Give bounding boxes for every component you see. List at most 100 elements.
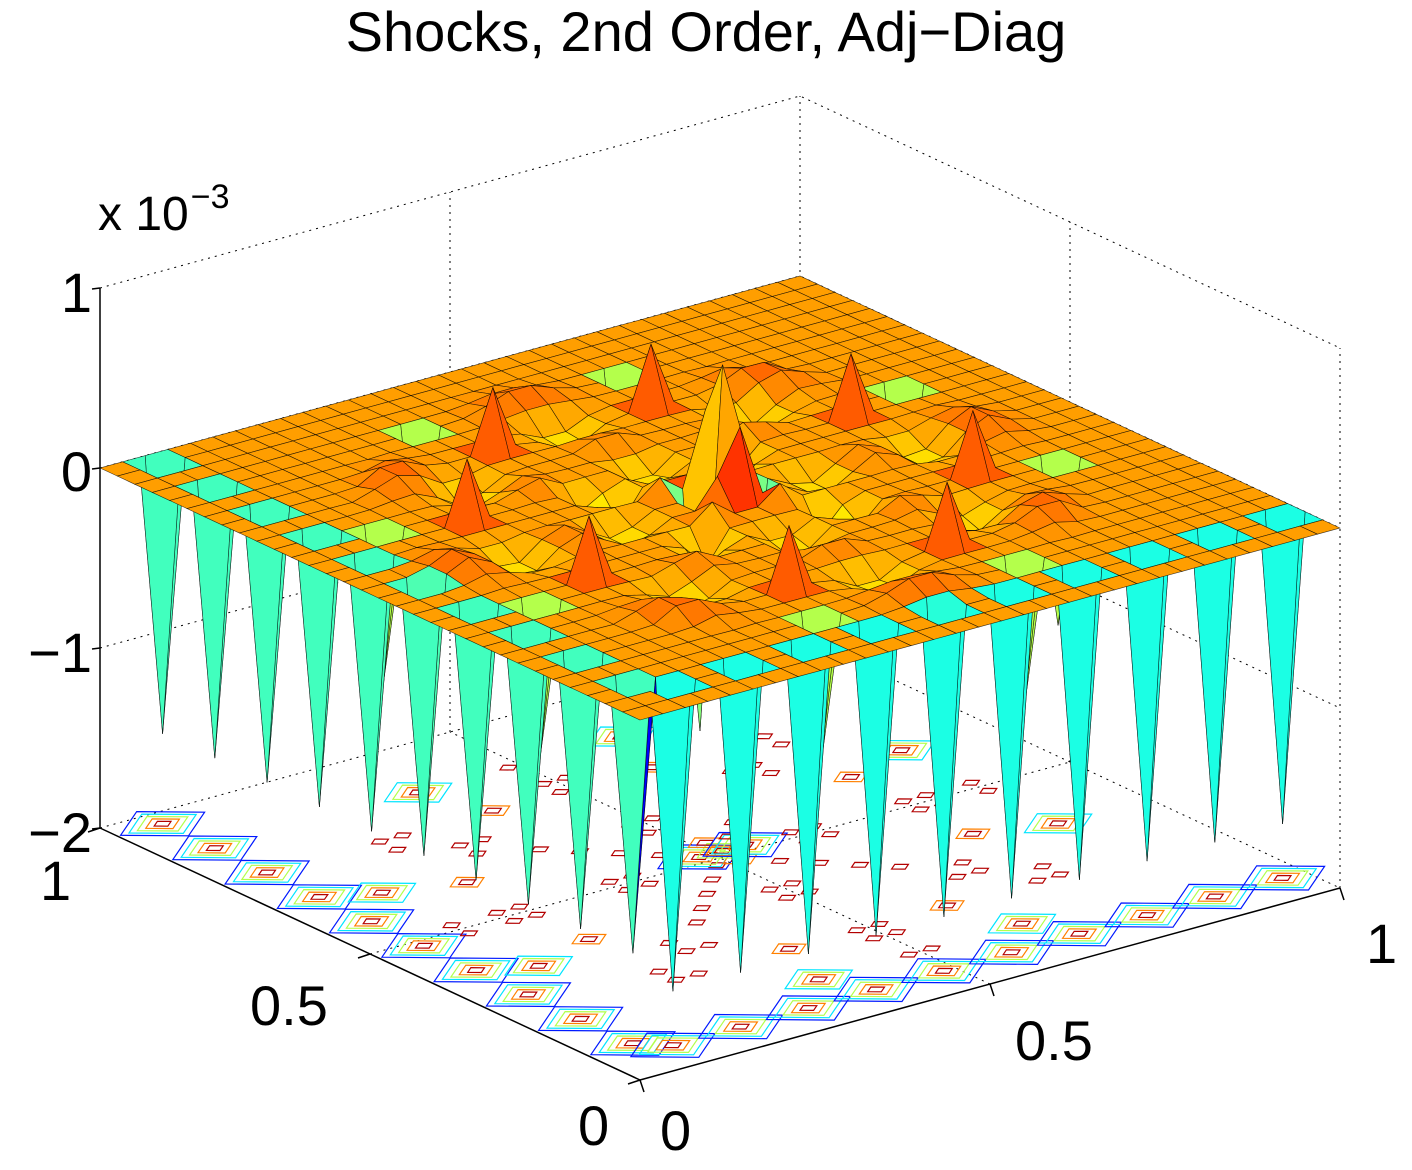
contour-line xyxy=(832,976,920,1003)
x-tick-label: 0.5 xyxy=(1015,1009,1093,1072)
contour-line xyxy=(397,937,451,954)
surface-face xyxy=(139,469,181,734)
contour-line xyxy=(993,946,1030,958)
z-multiplier-base: x 10 xyxy=(98,188,189,241)
contour-line xyxy=(554,1010,607,1027)
contour-line xyxy=(441,959,511,981)
contour-line xyxy=(353,915,390,927)
contour-line xyxy=(1196,891,1233,903)
contour-line xyxy=(780,829,800,836)
contour-line xyxy=(1171,883,1258,910)
z-tick-mark xyxy=(91,647,101,650)
surface-face xyxy=(920,616,962,917)
contour-line xyxy=(640,880,660,887)
contour-line xyxy=(697,1013,784,1040)
contour-line xyxy=(240,864,294,881)
contour-line xyxy=(363,887,400,899)
z-axis-multiplier: x 10−3 xyxy=(98,178,230,242)
contour-line xyxy=(916,792,936,799)
contour-line xyxy=(911,806,931,813)
contour-line xyxy=(899,951,919,958)
contour-line xyxy=(393,832,413,839)
contour-line xyxy=(387,846,407,853)
contour-line xyxy=(790,1002,827,1014)
contour-line xyxy=(820,831,840,838)
surface-face xyxy=(785,653,827,955)
contour-line xyxy=(571,1015,591,1022)
y-tick-mark xyxy=(87,827,101,833)
contour-line xyxy=(144,818,181,830)
contour-line xyxy=(530,846,550,853)
surface-face xyxy=(621,705,664,721)
contour-line xyxy=(722,1021,759,1033)
contour-line xyxy=(765,995,852,1021)
surface-face xyxy=(717,672,759,973)
contour-line xyxy=(663,1042,683,1049)
contour-line xyxy=(589,1030,677,1056)
contour-line xyxy=(188,840,242,857)
contour-line xyxy=(995,915,1049,932)
contour-line xyxy=(922,945,942,952)
floor-gridline xyxy=(449,731,991,985)
surface-face xyxy=(505,640,547,905)
contour-line xyxy=(887,929,907,936)
contour-line xyxy=(1023,813,1093,834)
contour-line xyxy=(947,873,967,880)
surface-face xyxy=(853,635,894,936)
y-tick-label: 1 xyxy=(40,849,72,912)
contour-line xyxy=(847,927,867,934)
contour-line xyxy=(518,991,538,998)
contour-line xyxy=(1027,877,1047,884)
contour-line xyxy=(180,837,250,859)
contour-line xyxy=(1002,949,1022,956)
contour-line xyxy=(779,945,799,952)
contour-line xyxy=(1273,874,1293,882)
contour-line xyxy=(345,913,398,930)
contour-line xyxy=(953,859,973,866)
contour-line xyxy=(1239,865,1326,891)
contour-line xyxy=(205,845,225,852)
contour-line xyxy=(968,939,1055,966)
z-tick-mark xyxy=(91,467,101,470)
z-tick-label: 0 xyxy=(60,440,92,503)
contour-line xyxy=(579,936,599,943)
contour-line xyxy=(699,941,719,948)
contour-line xyxy=(1040,817,1077,829)
x-tick-label: 0 xyxy=(660,1099,692,1162)
contour-line xyxy=(890,863,910,870)
contour-line xyxy=(328,908,415,935)
x-tick-mark xyxy=(989,983,995,997)
contour-line xyxy=(562,1013,599,1025)
contour-line xyxy=(934,967,954,974)
contour-line xyxy=(937,902,957,909)
contour-line xyxy=(841,773,861,780)
surface-face xyxy=(1191,542,1233,843)
contour-line xyxy=(571,933,607,945)
contour-line xyxy=(1103,902,1191,928)
contour-line xyxy=(770,857,790,864)
contour-line xyxy=(450,842,470,849)
contour-line xyxy=(485,981,572,1008)
contour-line xyxy=(502,986,555,1003)
contour-line xyxy=(1247,867,1318,889)
contour-line xyxy=(598,1032,668,1054)
surface-face xyxy=(191,493,233,759)
contour-line xyxy=(692,905,712,912)
z-tick-label: −1 xyxy=(28,621,92,684)
contour-line xyxy=(449,962,503,978)
contour-line xyxy=(864,935,884,942)
contour-line xyxy=(771,943,807,955)
contour-line xyxy=(136,815,189,832)
z-tick-mark xyxy=(91,287,101,290)
contour-line xyxy=(697,890,717,897)
contour-line xyxy=(498,764,518,771)
contour-line xyxy=(510,988,547,1000)
contour-line xyxy=(858,983,895,995)
contour-line xyxy=(731,1023,751,1030)
contour-line xyxy=(223,859,311,886)
contour-line xyxy=(771,741,791,748)
contour-line xyxy=(362,918,382,925)
contour-line xyxy=(457,879,477,886)
contour-line xyxy=(891,747,911,754)
